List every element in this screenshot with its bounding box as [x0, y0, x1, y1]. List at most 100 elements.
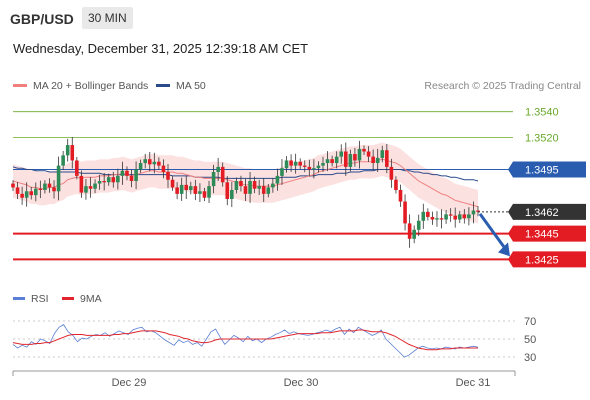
- candle-body: [389, 166, 394, 180]
- candle-body: [138, 163, 143, 170]
- candle-body: [302, 165, 307, 167]
- support-label-box: [508, 251, 586, 268]
- candle-body: [20, 193, 24, 198]
- candle-body: [257, 186, 261, 189]
- rsi-line: [12, 324, 479, 358]
- candle-body: [435, 218, 439, 220]
- candle-body: [444, 214, 448, 220]
- candle-body: [476, 210, 480, 212]
- resistance-label: 1.3540: [525, 107, 559, 119]
- candle-body: [111, 177, 116, 183]
- candle-body: [202, 191, 207, 198]
- candle-body: [275, 175, 280, 184]
- ma50-swatch: [156, 83, 170, 87]
- candle-body: [407, 223, 412, 239]
- support-label-box: [508, 225, 586, 242]
- candle-body: [184, 184, 189, 190]
- pivot-label: 1.3495: [525, 164, 559, 176]
- candle-body: [38, 188, 43, 190]
- current-price-label: 1.3462: [525, 207, 559, 219]
- candle-body: [102, 181, 106, 183]
- legend-rsi-label: RSI: [31, 293, 49, 305]
- candle-body: [29, 191, 34, 196]
- x-tick-label: Dec 31: [456, 377, 491, 389]
- candle-body: [166, 172, 170, 180]
- candle-body: [75, 160, 79, 176]
- candle-body: [284, 160, 289, 169]
- pivot-label-box: [508, 161, 586, 178]
- candle-body: [430, 216, 435, 220]
- rsi-swatch: [13, 296, 25, 300]
- support-label: 1.3445: [525, 229, 559, 241]
- rsi-tick-label: 70: [524, 316, 536, 328]
- candle-body: [385, 150, 389, 167]
- legend-ma20-label: MA 20 + Bollinger Bands: [33, 80, 149, 92]
- candle-body: [220, 166, 225, 183]
- chart-header: GBP/USD 30 MIN: [0, 0, 590, 38]
- timeframe-badge[interactable]: 30 MIN: [82, 7, 133, 29]
- candle-body: [116, 175, 120, 183]
- support-label: 1.3425: [525, 254, 559, 266]
- candle-body: [307, 166, 312, 170]
- candle-body: [120, 170, 125, 176]
- resistance-label: 1.3520: [525, 132, 559, 144]
- forecast-arrow-shaft: [478, 212, 507, 250]
- rsi-tick-label: 50: [524, 334, 536, 346]
- candle-body: [52, 187, 56, 192]
- candle-body: [56, 165, 61, 192]
- candle-body: [230, 190, 234, 199]
- candle-body: [394, 179, 398, 190]
- candle-body: [467, 214, 471, 219]
- candle-body: [325, 159, 330, 164]
- candle-body: [79, 175, 84, 193]
- candle-body: [371, 156, 375, 164]
- candle-body: [403, 201, 407, 224]
- candle-body: [353, 154, 357, 161]
- candle-body: [134, 169, 138, 182]
- legend-rsi: RSI: [13, 293, 49, 305]
- candle-body: [129, 175, 134, 182]
- candle-body: [362, 148, 366, 152]
- candle-body: [65, 145, 70, 156]
- current-price-box: [508, 203, 586, 220]
- candle-body: [143, 159, 148, 164]
- candle-body: [125, 170, 129, 176]
- candle-body: [421, 211, 426, 221]
- legend-ma50-label: MA 50: [176, 80, 206, 92]
- candle-body: [225, 182, 230, 199]
- candle-body: [179, 184, 184, 194]
- candle-body: [321, 163, 325, 166]
- candle-body: [188, 186, 193, 190]
- candle-body: [471, 210, 476, 215]
- candle-body: [426, 211, 430, 217]
- legend-ma9-label: 9MA: [80, 293, 102, 305]
- candle-body: [252, 181, 257, 189]
- candle-body: [43, 183, 47, 190]
- candle-body: [380, 150, 385, 158]
- candle-body: [343, 151, 348, 167]
- candle-body: [207, 186, 211, 198]
- legend-ma9: 9MA: [62, 293, 102, 305]
- candle-body: [398, 190, 403, 202]
- candle-body: [348, 154, 353, 167]
- candle-body: [216, 166, 220, 173]
- candle-body: [453, 215, 458, 220]
- candle-body: [170, 179, 175, 188]
- candle-body: [293, 161, 298, 166]
- rsi-tick-label: 30: [524, 352, 536, 364]
- ma9-swatch: [62, 296, 74, 300]
- x-tick-label: Dec 29: [112, 377, 147, 389]
- candle-body: [11, 183, 15, 188]
- candle-body: [84, 186, 88, 193]
- candle-body: [33, 188, 38, 196]
- candle-body: [261, 186, 266, 194]
- candle-body: [193, 186, 198, 194]
- candle-body: [24, 191, 29, 198]
- candle-body: [175, 187, 179, 194]
- candle-body: [198, 191, 202, 194]
- candles: [11, 136, 480, 248]
- candle-body: [93, 183, 97, 189]
- research-source: Research © 2025 Trading Central: [424, 80, 581, 92]
- x-tick-label: Dec 30: [284, 377, 319, 389]
